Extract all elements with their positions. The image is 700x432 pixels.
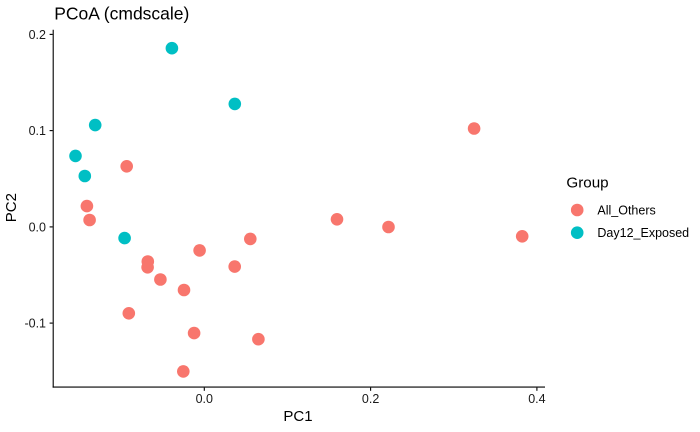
svg-text:Group: Group [566, 175, 608, 192]
svg-text:0.0: 0.0 [196, 392, 213, 406]
svg-text:All_Others: All_Others [597, 203, 655, 217]
svg-text:0.4: 0.4 [528, 392, 545, 406]
svg-text:0.1: 0.1 [29, 124, 46, 138]
svg-text:-0.1: -0.1 [24, 317, 46, 331]
svg-text:PC2: PC2 [3, 193, 20, 222]
svg-text:0.0: 0.0 [29, 220, 46, 234]
svg-text:0.2: 0.2 [29, 28, 46, 42]
svg-text:PCoA (cmdscale): PCoA (cmdscale) [54, 4, 189, 24]
svg-text:0.2: 0.2 [362, 392, 379, 406]
svg-text:Day12_Exposed: Day12_Exposed [597, 226, 689, 240]
svg-text:PC1: PC1 [283, 408, 312, 425]
